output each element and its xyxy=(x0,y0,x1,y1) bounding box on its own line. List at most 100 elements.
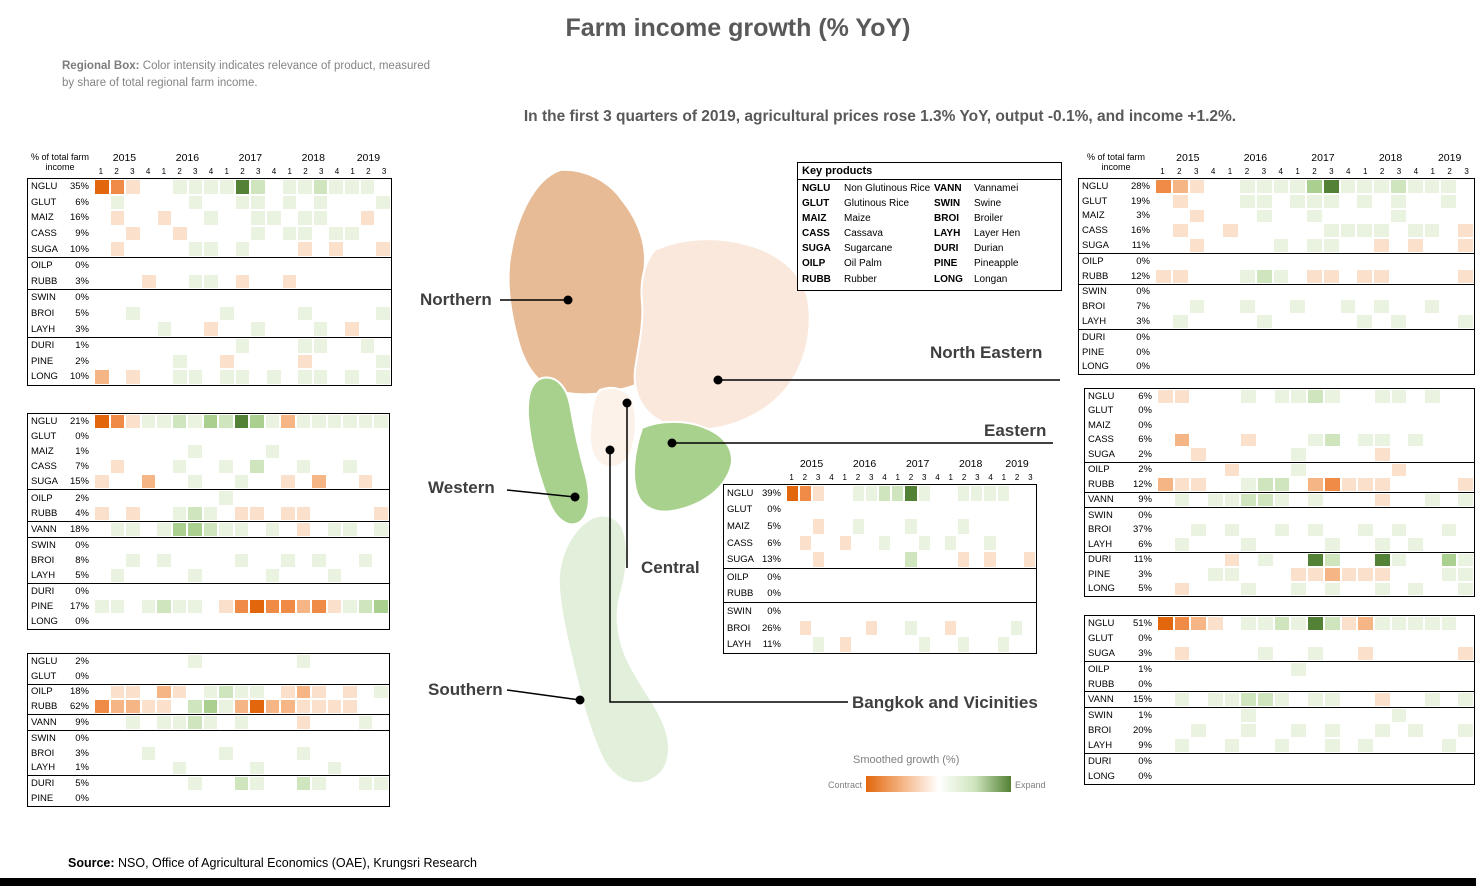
heat-cell xyxy=(234,669,249,683)
heat-cell xyxy=(374,475,388,489)
heat-cell xyxy=(1441,538,1457,551)
map-dot-southern xyxy=(575,695,585,705)
heat-cell xyxy=(1158,677,1173,691)
heat-cell xyxy=(1172,360,1188,374)
heat-cell xyxy=(95,506,109,520)
heat-cell xyxy=(1223,180,1238,193)
heat-cell xyxy=(376,274,390,289)
product-share: 0% xyxy=(75,732,89,744)
heat-cell xyxy=(312,430,326,444)
heat-cell xyxy=(157,746,171,760)
heat-cell xyxy=(1158,553,1173,566)
heat-cell xyxy=(95,777,109,791)
heat-cell xyxy=(1191,582,1207,595)
heat-cell xyxy=(1023,552,1035,567)
product-share: 3% xyxy=(75,323,89,335)
heat-cell xyxy=(1441,617,1457,630)
key-product-code: RUBB xyxy=(802,273,831,285)
year-label: 2018 xyxy=(301,152,325,164)
heat-cell xyxy=(1391,269,1406,283)
heat-cell xyxy=(1391,523,1407,536)
heat-cell xyxy=(1156,194,1171,208)
heat-cell xyxy=(1357,285,1373,299)
heat-cell xyxy=(110,445,125,459)
heat-cell xyxy=(157,211,172,225)
product-code: LAYH xyxy=(727,639,752,651)
heat-cell xyxy=(265,700,280,714)
map-dot-bangkok xyxy=(605,445,615,455)
product-code: RUBB xyxy=(1082,270,1109,282)
heat-cell xyxy=(1357,330,1373,344)
heat-cell xyxy=(1274,755,1290,768)
heat-cell xyxy=(157,242,172,256)
heat-cell xyxy=(1424,709,1440,723)
heat-cell xyxy=(1407,300,1423,314)
heat-cell xyxy=(313,354,328,369)
heat-cell xyxy=(1158,493,1173,506)
heat-cell xyxy=(95,669,109,683)
heat-cell xyxy=(852,519,864,534)
heat-cell xyxy=(281,655,295,668)
heat-cell xyxy=(1374,330,1390,344)
table-row: SUGA 2% xyxy=(1085,447,1474,462)
heat-cell xyxy=(141,180,156,194)
table-row: CASS 6% xyxy=(724,535,1036,552)
heat-cell xyxy=(905,535,917,551)
heat-cell xyxy=(219,655,233,668)
heat-cell xyxy=(126,777,140,791)
heat-cell xyxy=(1191,493,1207,506)
heat-cell xyxy=(1441,269,1457,283)
heat-cell xyxy=(234,460,249,474)
leader-line-southern xyxy=(506,689,581,701)
heat-cell xyxy=(1023,620,1035,636)
heat-cell xyxy=(1191,568,1207,581)
heat-cell xyxy=(1241,739,1257,753)
heat-cell xyxy=(1374,285,1390,299)
heat-cell xyxy=(126,615,140,629)
heat-cell xyxy=(1458,433,1473,446)
heat-cell xyxy=(1258,617,1273,630)
heat-cell xyxy=(1172,194,1188,208)
heat-cell xyxy=(1258,390,1273,403)
heat-cell xyxy=(188,716,202,729)
heat-cell xyxy=(172,491,187,505)
heat-cell xyxy=(1172,239,1188,252)
page-title: Farm income growth (% YoY) xyxy=(565,14,911,42)
heat-cell xyxy=(800,586,812,602)
heat-cell xyxy=(188,445,202,459)
heat-cell xyxy=(110,322,125,336)
heat-cell xyxy=(126,600,140,614)
product-share: 0% xyxy=(767,605,781,617)
heat-cell xyxy=(1241,419,1257,432)
heat-cell xyxy=(281,777,295,791)
heat-cell xyxy=(1308,631,1323,645)
heat-cell xyxy=(95,195,109,210)
heat-cell xyxy=(1358,404,1373,417)
heat-cell xyxy=(931,486,943,501)
heat-cell xyxy=(250,716,264,729)
heat-cell xyxy=(296,538,311,552)
heat-cell xyxy=(1274,553,1290,566)
heat-cell xyxy=(126,585,140,599)
heat-cell xyxy=(345,226,359,241)
heat-cell xyxy=(219,430,233,444)
product-share: 15% xyxy=(69,476,89,488)
heat-cell xyxy=(327,475,342,489)
heat-cell xyxy=(1407,194,1423,208)
heat-cell xyxy=(374,553,388,567)
key-product-name: Non Glutinous Rice xyxy=(844,183,931,194)
heat-cell xyxy=(1391,419,1407,432)
heat-cell xyxy=(1441,739,1457,753)
heat-cell xyxy=(1441,315,1457,328)
quarter-label: 1 xyxy=(1001,473,1007,482)
quarter-label: 3 xyxy=(815,473,821,482)
heat-cell xyxy=(1273,180,1289,193)
heat-cell xyxy=(1290,315,1306,328)
heat-cell xyxy=(203,415,218,429)
heat-cell xyxy=(298,226,312,241)
heat-cell xyxy=(1258,493,1273,506)
heat-cell xyxy=(1374,693,1390,707)
heat-cell xyxy=(329,211,344,225)
heat-cell xyxy=(1341,404,1357,417)
product-code: GLUT xyxy=(727,504,753,516)
